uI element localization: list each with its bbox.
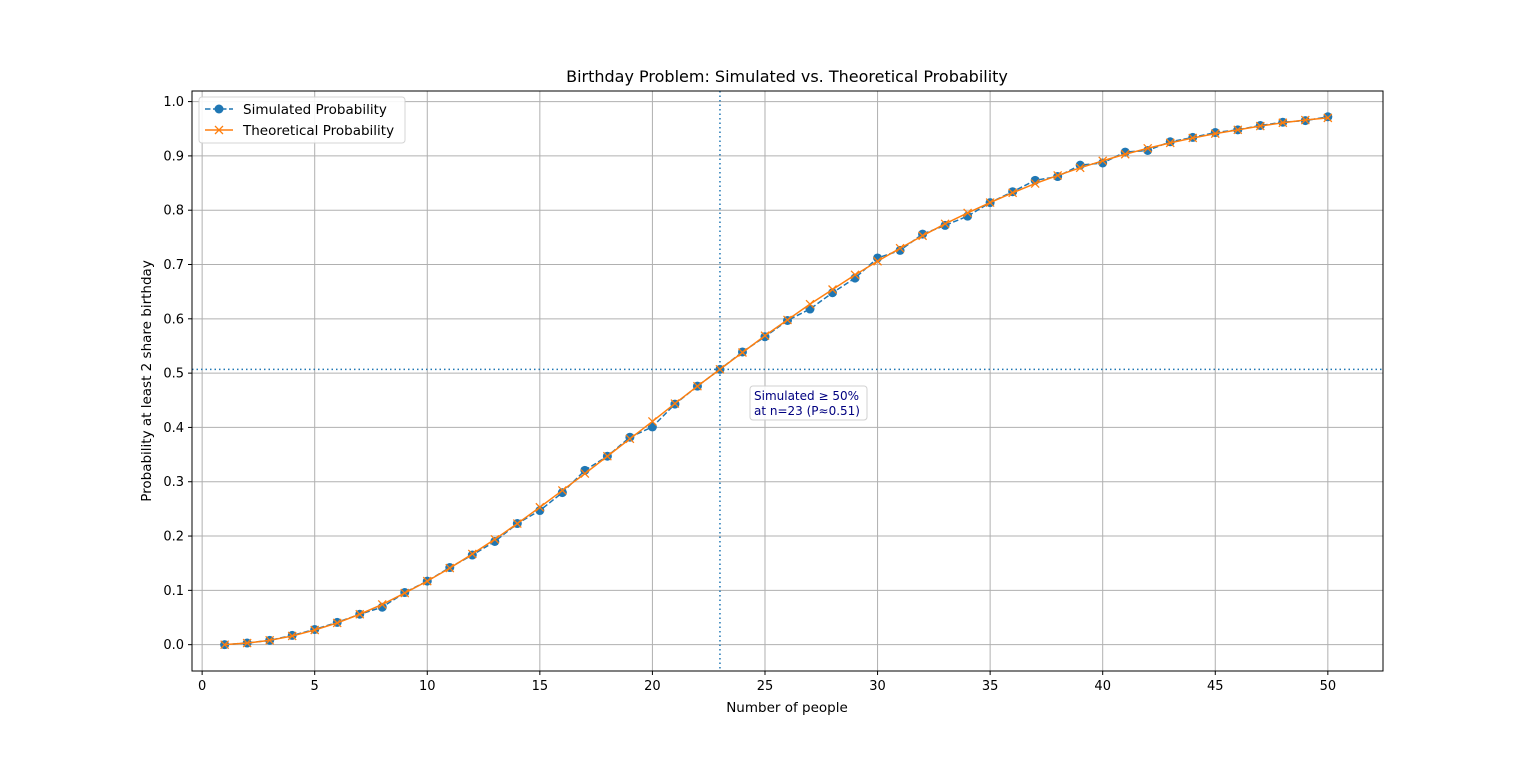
annotation-line-2: at n=23 (P≈0.51) [754, 404, 860, 418]
y-tick-label: 0.1 [163, 584, 184, 599]
x-tick-label: 40 [1094, 679, 1111, 694]
y-tick-label: 0.3 [163, 475, 184, 490]
data-point-theoretical-probability [805, 299, 815, 309]
data-point-theoretical-probability [467, 549, 477, 559]
data-point-theoretical-probability [1300, 115, 1310, 125]
data-point-theoretical-probability [895, 243, 905, 253]
data-point-theoretical-probability [1165, 138, 1175, 148]
data-point-theoretical-probability [1210, 129, 1220, 139]
data-point-theoretical-probability [422, 576, 432, 586]
data-point-theoretical-probability [265, 635, 275, 645]
y-tick-label: 1.0 [163, 95, 184, 110]
data-point-theoretical-probability [692, 381, 702, 391]
x-axis-label: Number of people [726, 700, 848, 716]
data-point-simulated-probability [895, 245, 905, 255]
y-tick-label: 0.0 [163, 638, 184, 653]
chart-title: Birthday Problem: Simulated vs. Theoreti… [566, 67, 1008, 86]
x-tick-label: 30 [869, 679, 886, 694]
y-tick-label: 0.5 [163, 367, 184, 382]
data-point-theoretical-probability [1255, 121, 1265, 131]
data-point-theoretical-probability [760, 331, 770, 341]
data-point-theoretical-probability [242, 638, 252, 648]
data-point-simulated-probability [557, 488, 567, 498]
annotation-line-1: Simulated ≥ 50% [754, 389, 859, 403]
data-point-theoretical-probability [783, 315, 792, 325]
data-point-simulated-probability [1323, 112, 1333, 122]
series-line-theoretical-probability [224, 117, 1328, 646]
data-point-theoretical-probability [602, 451, 612, 461]
data-point-theoretical-probability [535, 502, 545, 512]
series-layer [220, 112, 1333, 650]
x-tick-label: 45 [1207, 679, 1224, 694]
data-point-theoretical-probability [512, 519, 522, 529]
data-point-theoretical-probability [1143, 143, 1153, 153]
data-point-theoretical-probability [310, 625, 320, 635]
data-point-theoretical-probability [1075, 163, 1085, 173]
data-point-theoretical-probability [490, 534, 500, 544]
data-point-theoretical-probability [1278, 118, 1288, 128]
data-point-theoretical-probability [738, 348, 747, 357]
data-point-theoretical-probability [873, 256, 883, 266]
legend-label-theoretical: Theoretical Probability [242, 123, 394, 139]
data-point-theoretical-probability [1098, 156, 1108, 166]
ticks: 0 5 10 15 20 25 30 35 40 45 50 0.0 0.1 0.2 0.3 0.4 0.5 0.… [163, 95, 1336, 694]
plot-frame [191, 90, 1384, 672]
data-point-simulated-probability [490, 536, 500, 546]
data-point-theoretical-probability [963, 208, 973, 218]
y-tick-label: 0.9 [163, 149, 184, 164]
x-tick-label: 0 [198, 679, 206, 694]
data-point-simulated-probability [625, 432, 635, 442]
data-point-theoretical-probability [580, 469, 590, 479]
data-point-simulated-probability [647, 422, 657, 432]
y-tick-label: 0.7 [163, 258, 184, 273]
data-point-theoretical-probability [940, 219, 950, 229]
data-point-theoretical-probability [377, 600, 387, 609]
legend-box [198, 96, 406, 144]
y-tick-label: 0.4 [163, 421, 184, 436]
data-point-theoretical-probability [445, 563, 455, 573]
data-point-theoretical-probability [400, 588, 410, 598]
annotation: Simulated ≥ 50% at n=23 (P≈0.51) [749, 385, 868, 421]
data-point-theoretical-probability [1233, 125, 1243, 135]
data-point-theoretical-probability [355, 609, 365, 619]
data-point-theoretical-probability [1120, 149, 1130, 159]
x-tick-label: 15 [532, 679, 549, 694]
reference-lines [192, 91, 1383, 671]
data-point-theoretical-probability [332, 618, 342, 628]
data-point-theoretical-probability [1053, 170, 1063, 180]
data-point-theoretical-probability [670, 399, 680, 408]
x-tick-label: 50 [1320, 679, 1337, 694]
legend: Simulated Probability Theoretical Probab… [198, 96, 406, 144]
data-point-theoretical-probability [287, 631, 297, 641]
y-tick-label: 0.8 [163, 204, 184, 219]
data-point-theoretical-probability [715, 364, 725, 374]
x-tick-label: 35 [982, 679, 999, 694]
data-point-theoretical-probability [1008, 188, 1018, 198]
x-tick-label: 20 [644, 679, 661, 694]
x-tick-label: 5 [311, 679, 319, 694]
legend-marker-theoretical [214, 125, 224, 135]
data-point-theoretical-probability [985, 198, 995, 208]
grid [192, 91, 1383, 671]
data-point-theoretical-probability [557, 485, 567, 495]
data-point-theoretical-probability [850, 270, 860, 280]
y-axis-label: Probability at least 2 share birthday [139, 260, 155, 502]
data-point-theoretical-probability [625, 434, 635, 444]
y-tick-label: 0.6 [163, 312, 184, 327]
legend-marker-simulated [214, 104, 224, 114]
data-point-theoretical-probability [918, 231, 928, 241]
legend-label-simulated: Simulated Probability [243, 102, 387, 118]
x-tick-label: 10 [419, 679, 436, 694]
data-point-theoretical-probability [1323, 113, 1333, 123]
data-point-theoretical-probability [1030, 179, 1040, 189]
annotation-box [749, 385, 868, 421]
x-tick-label: 25 [757, 679, 774, 694]
data-point-theoretical-probability [647, 416, 657, 426]
y-tick-label: 0.2 [163, 530, 184, 545]
data-point-theoretical-probability [220, 640, 230, 650]
data-point-theoretical-probability [828, 285, 837, 294]
data-point-theoretical-probability [1188, 133, 1198, 143]
